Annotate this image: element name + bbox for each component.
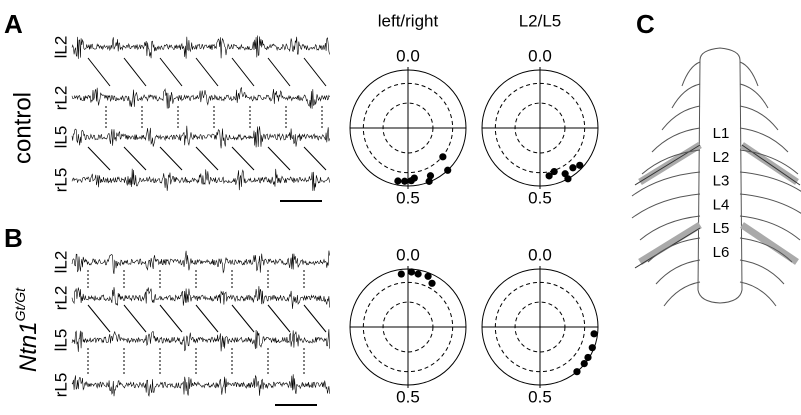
theta-tick-label: 0.5 bbox=[396, 188, 420, 207]
phase-link bbox=[196, 147, 218, 170]
phase-point bbox=[401, 178, 408, 185]
segment-label: L6 bbox=[713, 244, 730, 261]
nerve bbox=[742, 225, 797, 262]
phase-link bbox=[160, 305, 182, 332]
segment-label: L1 bbox=[713, 125, 730, 142]
phase-point bbox=[398, 270, 405, 277]
phase-point bbox=[427, 172, 434, 179]
theta-tick-label: 0.5 bbox=[528, 188, 552, 207]
phase-link bbox=[268, 147, 290, 170]
trace-label: rL5 bbox=[51, 373, 70, 398]
emg-trace bbox=[72, 169, 330, 191]
phase-link bbox=[88, 305, 110, 332]
phase-point bbox=[584, 354, 591, 361]
column-title: left/right bbox=[378, 11, 439, 30]
theta-tick-label: 0.5 bbox=[396, 387, 420, 406]
rib bbox=[682, 62, 700, 86]
phase-link bbox=[232, 305, 254, 332]
phase-point bbox=[411, 174, 418, 181]
phase-link bbox=[88, 58, 110, 86]
phase-link bbox=[124, 305, 146, 332]
rib bbox=[664, 282, 700, 306]
trace-label: lL5 bbox=[51, 329, 70, 352]
emg-trace bbox=[72, 126, 330, 149]
phase-point bbox=[576, 162, 583, 169]
rib bbox=[662, 106, 700, 130]
figure: A B C left/right L2/L5 control Ntn1Gt/Gt… bbox=[0, 0, 801, 415]
theta-tick-label: 0.0 bbox=[396, 46, 420, 65]
phase-link bbox=[232, 147, 254, 170]
emg-trace bbox=[72, 87, 330, 109]
phase-point bbox=[590, 330, 597, 337]
theta-tick-label: 0.0 bbox=[396, 245, 420, 264]
condition-label: Ntn1Gt/Gt bbox=[12, 287, 43, 372]
phase-point bbox=[569, 164, 576, 171]
rib bbox=[740, 260, 784, 284]
phase-link bbox=[196, 305, 218, 332]
phase-point bbox=[439, 153, 446, 160]
theta-tick-label: 0.0 bbox=[528, 245, 552, 264]
condition-label: control bbox=[9, 92, 36, 164]
rib bbox=[672, 84, 700, 108]
panel-label: B bbox=[4, 223, 23, 253]
trace-label: lL5 bbox=[51, 126, 70, 149]
trace-label: rL5 bbox=[51, 168, 70, 193]
trace-label: rL2 bbox=[51, 286, 70, 311]
panel-label: A bbox=[4, 9, 23, 39]
segment-label: L4 bbox=[713, 196, 730, 213]
trace-label: lL2 bbox=[51, 36, 70, 59]
rib bbox=[740, 194, 801, 218]
phase-point bbox=[551, 168, 558, 175]
phase-link bbox=[124, 58, 146, 86]
condition-name: Ntn1 bbox=[15, 321, 42, 372]
phase-link bbox=[268, 58, 290, 86]
panel-label: C bbox=[636, 9, 655, 39]
phase-point bbox=[394, 177, 401, 184]
phase-link bbox=[268, 305, 290, 332]
theta-tick-label: 0.5 bbox=[528, 387, 552, 406]
phase-point bbox=[564, 175, 571, 182]
rib bbox=[740, 106, 778, 130]
phase-point bbox=[415, 270, 422, 277]
emg-trace bbox=[72, 329, 330, 352]
trace-label: rL2 bbox=[51, 86, 70, 111]
emg-trace bbox=[72, 36, 330, 59]
emg-trace bbox=[72, 251, 330, 274]
rib bbox=[656, 260, 700, 284]
phase-point bbox=[589, 344, 596, 351]
emg-trace bbox=[72, 374, 330, 396]
condition-superscript: Gt/Gt bbox=[12, 287, 28, 322]
rib bbox=[740, 62, 758, 86]
phase-link bbox=[304, 305, 326, 332]
phase-point bbox=[424, 273, 431, 280]
theta-tick-label: 0.0 bbox=[528, 46, 552, 65]
phase-link bbox=[304, 58, 326, 86]
column-title: L2/L5 bbox=[519, 11, 562, 30]
phase-link bbox=[304, 147, 326, 170]
phase-link bbox=[160, 58, 182, 86]
phase-point bbox=[428, 280, 435, 287]
segment-label: L3 bbox=[713, 173, 730, 190]
segment-label: L2 bbox=[713, 149, 730, 166]
phase-point bbox=[408, 268, 415, 275]
phase-link bbox=[232, 58, 254, 86]
phase-link bbox=[160, 147, 182, 170]
emg-trace bbox=[72, 286, 330, 309]
phase-point bbox=[573, 368, 580, 375]
phase-point bbox=[444, 167, 451, 174]
rib bbox=[632, 194, 700, 218]
phase-link bbox=[88, 147, 110, 170]
phase-link bbox=[124, 147, 146, 170]
rib bbox=[740, 84, 768, 108]
nerve bbox=[640, 225, 700, 262]
rib bbox=[740, 282, 776, 306]
segment-label: L5 bbox=[713, 220, 730, 237]
phase-link bbox=[196, 58, 218, 86]
trace-label: lL2 bbox=[51, 251, 70, 274]
phase-point bbox=[581, 360, 588, 367]
